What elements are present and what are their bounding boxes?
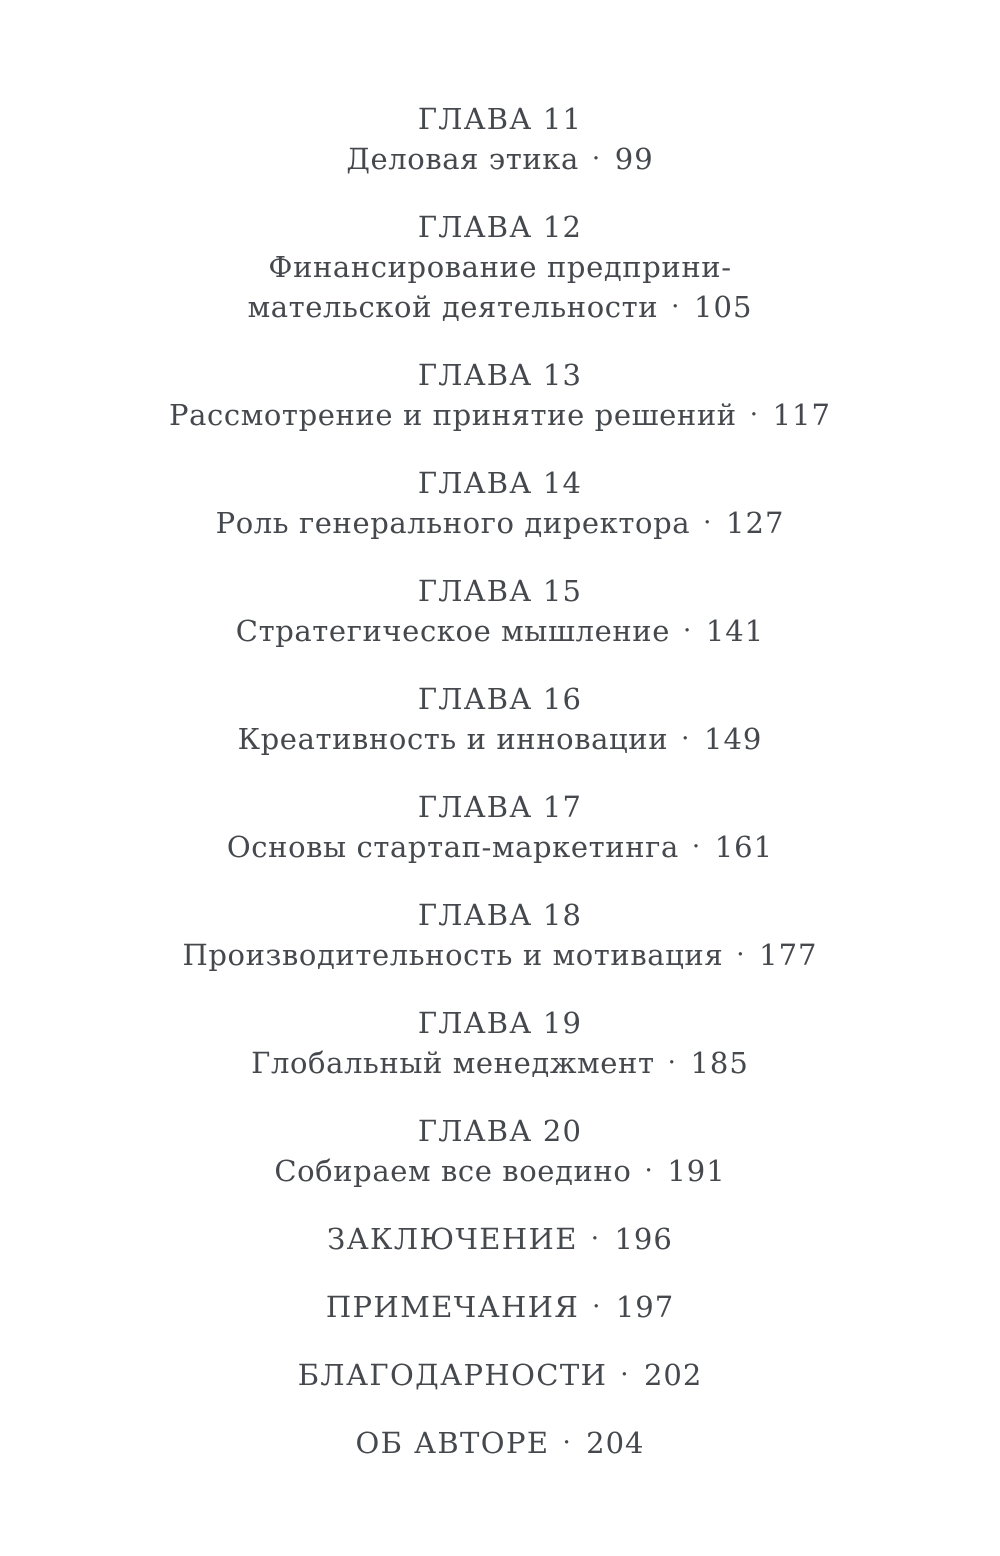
dot-separator-icon: · (620, 1360, 630, 1390)
backmatter-title-line: ОБ АВТОРЕ · 204 (0, 1423, 1000, 1465)
chapter-title: Деловая этика (346, 142, 579, 176)
chapter-title-line1: Финансирование предприни- (268, 250, 732, 284)
chapter-heading: ГЛАВА 20 (417, 1114, 583, 1148)
chapter-title-line2: мательской деятельности · 105 (0, 287, 1000, 329)
backmatter-block-about-author: ОБ АВТОРЕ · 204 (0, 1423, 1000, 1465)
page-number: 185 (690, 1046, 749, 1080)
chapter-heading: ГЛАВА 11 (417, 102, 583, 136)
dot-separator-icon: · (703, 508, 713, 538)
chapter-title-line: Роль генерального директора · 127 (0, 503, 1000, 545)
backmatter-block-conclusion: ЗАКЛЮЧЕНИЕ · 196 (0, 1219, 1000, 1261)
chapter-title: Основы стартап-маркетинга (226, 830, 679, 864)
page-number: 202 (643, 1358, 703, 1392)
chapter-heading: ГЛАВА 13 (417, 358, 583, 392)
page-number: 191 (667, 1154, 726, 1188)
chapter-title-line: Деловая этика · 99 (0, 139, 1000, 181)
chapter-block-16: ГЛАВА 16 Креативность и инновации · 149 (0, 679, 1000, 761)
dot-separator-icon: · (736, 940, 746, 970)
chapter-title-line: Производительность и мотивация · 177 (0, 935, 1000, 977)
chapter-block-19: ГЛАВА 19 Глобальный менеджмент · 185 (0, 1003, 1000, 1085)
chapter-title: Рассмотрение и принятие решений (169, 398, 737, 432)
page-number: 177 (759, 938, 818, 972)
dot-separator-icon: · (682, 616, 692, 646)
page-number: 161 (714, 830, 774, 864)
dot-separator-icon: · (671, 292, 681, 322)
page-number: 149 (704, 722, 763, 756)
chapter-heading: ГЛАВА 16 (417, 682, 583, 716)
page-number: 127 (726, 506, 785, 540)
dot-separator-icon: · (681, 724, 691, 754)
chapter-title-line: Рассмотрение и принятие решений · 117 (0, 395, 1000, 437)
chapter-title-line: Креативность и инновации · 149 (0, 719, 1000, 761)
chapter-title: Производительность и мотивация (182, 938, 724, 972)
chapter-heading: ГЛАВА 12 (417, 210, 583, 244)
chapter-block-11: ГЛАВА 11 Деловая этика · 99 (0, 99, 1000, 181)
chapter-title-line: Собираем все воедино · 191 (0, 1151, 1000, 1193)
chapter-heading: ГЛАВА 19 (417, 1006, 583, 1040)
page-number: 204 (586, 1426, 645, 1460)
backmatter-title: БЛАГОДАРНОСТИ (297, 1358, 608, 1392)
page-number: 197 (615, 1290, 675, 1324)
chapter-heading: ГЛАВА 14 (417, 466, 583, 500)
backmatter-title-line: БЛАГОДАРНОСТИ · 202 (0, 1355, 1000, 1397)
chapter-heading: ГЛАВА 15 (417, 574, 583, 608)
chapter-block-17: ГЛАВА 17 Основы стартап-маркетинга · 161 (0, 787, 1000, 869)
chapter-title: Стратегическое мышление (235, 614, 670, 648)
backmatter-title: ПРИМЕЧАНИЯ (325, 1290, 580, 1324)
chapter-title-line: Стратегическое мышление · 141 (0, 611, 1000, 653)
chapter-heading: ГЛАВА 18 (417, 898, 583, 932)
dot-separator-icon: · (562, 1428, 573, 1458)
chapter-heading: ГЛАВА 17 (417, 790, 583, 824)
chapter-title: Роль генерального директора (215, 506, 691, 540)
dot-separator-icon: · (667, 1048, 677, 1078)
chapter-block-15: ГЛАВА 15 Стратегическое мышление · 141 (0, 571, 1000, 653)
backmatter-title-line: ЗАКЛЮЧЕНИЕ · 196 (0, 1219, 1000, 1261)
backmatter-block-acknowledgements: БЛАГОДАРНОСТИ · 202 (0, 1355, 1000, 1397)
chapter-block-18: ГЛАВА 18 Производительность и мотивация ·… (0, 895, 1000, 977)
backmatter-title: ЗАКЛЮЧЕНИЕ (327, 1222, 578, 1256)
page-number: 105 (694, 290, 753, 324)
dot-separator-icon: · (590, 1224, 601, 1254)
chapter-title: Креативность и инновации (237, 722, 669, 756)
dot-separator-icon: · (591, 144, 601, 174)
chapter-title-line: Основы стартап-маркетинга · 161 (0, 827, 1000, 869)
page-number: 196 (614, 1222, 673, 1256)
page-number: 99 (614, 142, 654, 176)
chapter-title: Глобальный менеджмент (251, 1046, 655, 1080)
dot-separator-icon: · (691, 832, 701, 862)
backmatter-title: ОБ АВТОРЕ (355, 1426, 550, 1460)
chapter-title: мательской деятельности (247, 290, 659, 324)
page-number: 117 (772, 398, 831, 432)
dot-separator-icon: · (644, 1156, 654, 1186)
backmatter-title-line: ПРИМЕЧАНИЯ · 197 (0, 1287, 1000, 1329)
chapter-block-14: ГЛАВА 14 Роль генерального директора · 127 (0, 463, 1000, 545)
chapter-title: Собираем все воедино (274, 1154, 632, 1188)
dot-separator-icon: · (592, 1292, 602, 1322)
chapter-block-13: ГЛАВА 13 Рассмотрение и принятие решений… (0, 355, 1000, 437)
chapter-title-line: Глобальный менеджмент · 185 (0, 1043, 1000, 1085)
chapter-block-20: ГЛАВА 20 Собираем все воедино · 191 (0, 1111, 1000, 1193)
dot-separator-icon: · (749, 400, 759, 430)
backmatter-block-notes: ПРИМЕЧАНИЯ · 197 (0, 1287, 1000, 1329)
page-number: 141 (705, 614, 765, 648)
chapter-block-12: ГЛАВА 12 Финансирование предприни- мател… (0, 207, 1000, 329)
